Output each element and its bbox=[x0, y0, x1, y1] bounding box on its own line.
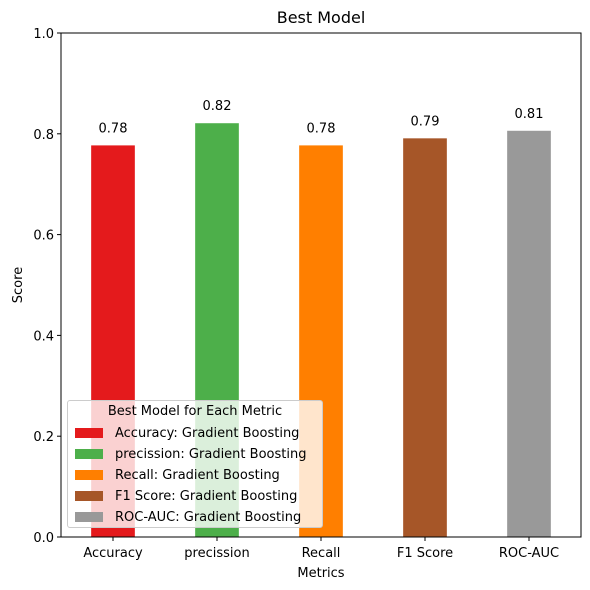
legend-item-accuracy: Accuracy: Gradient Boosting bbox=[75, 425, 299, 441]
value-label-accuracy: 0.78 bbox=[99, 121, 128, 136]
value-label-recall: 0.78 bbox=[307, 121, 336, 136]
value-label-f1-score: 0.79 bbox=[411, 114, 440, 129]
x-tick-label-f1-score: F1 Score bbox=[397, 546, 453, 561]
legend-title: Best Model for Each Metric bbox=[107, 404, 283, 419]
y-tick-label-0-0: 0.0 bbox=[33, 531, 54, 546]
legend-item-recall: Recall: Gradient Boosting bbox=[75, 467, 280, 483]
legend-swatch-f1-score bbox=[75, 491, 103, 501]
chart-title: Best Model bbox=[277, 8, 366, 27]
x-tick-label-accuracy: Accuracy bbox=[83, 546, 143, 561]
legend-item-f1-score: F1 Score: Gradient Boosting bbox=[75, 488, 297, 504]
x-axis-label: Metrics bbox=[297, 566, 344, 581]
value-label-precission: 0.82 bbox=[203, 99, 232, 114]
legend-swatch-recall bbox=[75, 470, 103, 480]
y-tick-label-0-6: 0.6 bbox=[33, 229, 54, 244]
y-tick-label-0-2: 0.2 bbox=[33, 430, 54, 445]
legend-item-precission: precission: Gradient Boosting bbox=[75, 446, 306, 462]
bar-f1-score bbox=[403, 138, 447, 537]
legend-label-roc-auc: ROC-AUC: Gradient Boosting bbox=[115, 509, 302, 525]
y-axis-label: Score bbox=[11, 267, 26, 303]
value-label-roc-auc: 0.81 bbox=[515, 107, 544, 122]
y-tick-label-0-8: 0.8 bbox=[33, 128, 54, 143]
legend: Best Model for Each Metric Accuracy: Gra… bbox=[67, 400, 323, 528]
x-tick-label-roc-auc: ROC-AUC bbox=[499, 546, 559, 561]
axes-layer: Accuracy precission Recall F1 Score ROC-AUC 0… bbox=[33, 27, 582, 561]
legend-label-precission: precission: Gradient Boosting bbox=[115, 446, 307, 462]
legend-label-recall: Recall: Gradient Boosting bbox=[115, 467, 280, 483]
legend-swatch-precission bbox=[75, 449, 103, 459]
plot-frame bbox=[60, 32, 582, 538]
legend-label-f1-score: F1 Score: Gradient Boosting bbox=[115, 488, 298, 504]
legend-swatch-roc-auc bbox=[75, 512, 103, 522]
legend-swatch-accuracy bbox=[75, 428, 103, 438]
bar-roc-auc bbox=[507, 130, 551, 537]
y-tick-label-0-4: 0.4 bbox=[33, 329, 54, 344]
y-tick-label-1-0: 1.0 bbox=[33, 27, 54, 42]
legend-label-accuracy: Accuracy: Gradient Boosting bbox=[115, 425, 300, 441]
x-tick-label-precission: precission bbox=[184, 546, 249, 561]
x-tick-label-recall: Recall bbox=[302, 546, 341, 561]
legend-item-roc-auc: ROC-AUC: Gradient Boosting bbox=[75, 509, 301, 525]
